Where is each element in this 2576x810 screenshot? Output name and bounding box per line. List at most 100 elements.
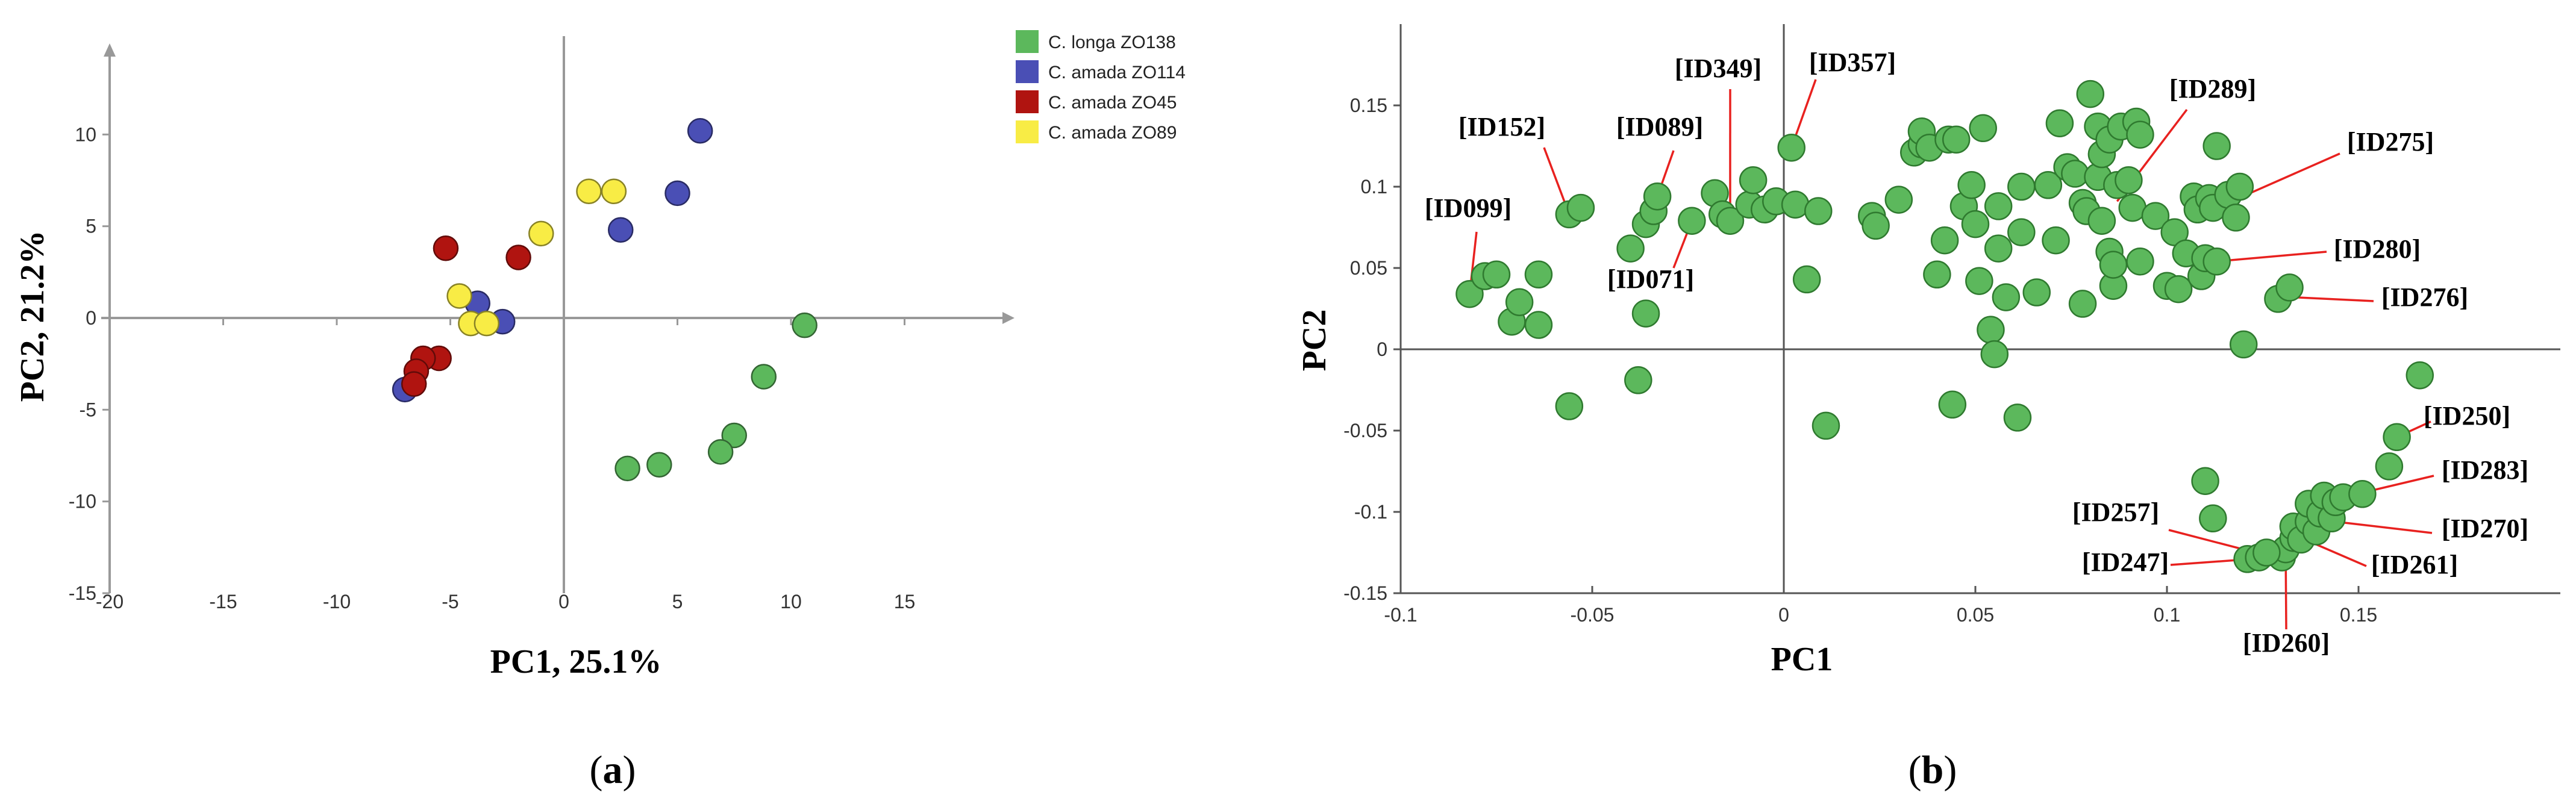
data-point: [2126, 120, 2154, 149]
data-point: [721, 422, 747, 449]
y-tick-label: -0.05: [1343, 420, 1387, 441]
y-tick-label: 10: [75, 123, 96, 145]
data-point: [2076, 79, 2105, 108]
y-tick-label: -10: [69, 491, 96, 512]
y-tick-label: -0.15: [1343, 582, 1387, 604]
annotation-label: [ID247]: [2082, 547, 2169, 577]
data-point: [1616, 234, 1645, 263]
data-points: [392, 117, 818, 482]
data-point: [1812, 411, 1840, 440]
data-point: [1980, 340, 2009, 369]
x-ticks: -20 -15 -10 -5 0 5 10 15: [96, 318, 915, 612]
annotation-leader: [2335, 520, 2433, 534]
legend-swatch: [1016, 30, 1039, 53]
data-point: [2202, 132, 2231, 160]
x-tick-label: -0.05: [1571, 604, 1615, 626]
annotation-label: [ID276]: [2381, 282, 2468, 312]
data-point: [1524, 260, 1553, 289]
x-ticks: -0.1 -0.05 0 0.05 0.1 0.15: [1384, 586, 2377, 626]
annotation-label: [ID071]: [1607, 264, 1694, 294]
y-ticks: -0.15 -0.1 -0.05 0 0.05 0.1 0.15: [1343, 95, 1401, 604]
data-points: [1455, 79, 2434, 573]
data-point: [2007, 218, 2036, 246]
data-point: [505, 245, 531, 270]
x-tick-label: 10: [780, 591, 802, 612]
data-point: [1624, 366, 1652, 394]
data-point: [2222, 204, 2250, 232]
x-tick-label: 0: [558, 591, 569, 612]
annotation-label: [ID289]: [2169, 74, 2256, 104]
data-point: [2068, 290, 2097, 318]
y-tick-label: 5: [86, 216, 96, 237]
data-point: [2003, 403, 2032, 432]
data-point: [1977, 316, 2005, 344]
x-tick-label: -0.1: [1384, 604, 1417, 626]
data-point: [2252, 538, 2281, 567]
legend-label: C. amada ZO89: [1048, 123, 1177, 143]
x-tick-label: 0.05: [1957, 604, 1994, 626]
x-axis-arrow: [1002, 312, 1014, 324]
data-point: [1555, 392, 1584, 420]
annotation-label: [ID250]: [2424, 401, 2510, 431]
data-point: [1566, 193, 1595, 222]
data-point: [433, 235, 459, 261]
annotation-label: [ID152]: [1458, 112, 1545, 142]
panel-b: -0.1 -0.05 0 0.05 0.1 0.15 -0.15-0.1-0.0500.0…: [1296, 24, 2560, 792]
data-point: [446, 283, 472, 309]
data-point: [2099, 251, 2128, 279]
data-point: [1884, 185, 1913, 214]
data-point: [576, 178, 602, 205]
annotation-label: [ID357]: [1809, 48, 1896, 77]
data-point: [1455, 279, 1484, 308]
data-point: [1505, 288, 1534, 316]
data-point: [1957, 171, 1986, 199]
data-point: [1804, 197, 1833, 225]
x-tick-label: -20: [96, 591, 123, 612]
panel-label-a: (a): [590, 748, 636, 792]
data-point: [608, 217, 634, 243]
data-point: [1777, 133, 1805, 162]
legend-label: C. longa ZO138: [1048, 33, 1176, 52]
data-point: [707, 439, 734, 465]
y-tick-label: -5: [80, 399, 96, 420]
data-point: [2007, 172, 2036, 201]
data-point: [2115, 166, 2143, 195]
data-point: [1965, 267, 1993, 295]
data-point: [2406, 361, 2434, 390]
y-tick-label: 0.1: [1361, 176, 1387, 198]
y-axis-label: PC2: [1296, 310, 1333, 372]
data-point: [2229, 330, 2258, 359]
data-point: [1631, 299, 1660, 328]
y-tick-label: 0: [1377, 338, 1387, 360]
data-point: [2126, 247, 2154, 276]
legend: C. longa ZO138 C. amada ZO114 C. amada ZO4…: [1016, 30, 1186, 143]
data-point: [2141, 202, 2170, 230]
data-point: [664, 180, 690, 207]
data-point: [2191, 467, 2219, 495]
legend-swatch: [1016, 60, 1039, 83]
x-tick-label: -15: [209, 591, 237, 612]
data-point: [1938, 390, 1967, 419]
data-point: [2383, 423, 2411, 452]
data-point: [1930, 226, 1959, 255]
data-point: [2375, 452, 2404, 481]
data-point: [2202, 247, 2231, 276]
data-point: [646, 452, 672, 478]
data-point: [2275, 273, 2304, 302]
data-point: [601, 178, 627, 205]
annotation-label: [ID283]: [2442, 455, 2528, 485]
data-point: [1739, 166, 1768, 195]
data-point: [792, 312, 818, 338]
annotation-label: [ID349]: [1675, 54, 1762, 83]
data-point: [2042, 226, 2070, 255]
annotation-label: [ID257]: [2072, 497, 2159, 527]
x-axis-label: PC1, 25.1%: [490, 643, 662, 681]
x-tick-label: 0.15: [2340, 604, 2377, 626]
x-axis-label: PC1: [1771, 641, 1833, 678]
legend-swatch: [1016, 120, 1039, 143]
data-point: [2034, 171, 2063, 199]
annotation-label: [ID260]: [2243, 628, 2330, 658]
data-point: [1862, 211, 1890, 240]
